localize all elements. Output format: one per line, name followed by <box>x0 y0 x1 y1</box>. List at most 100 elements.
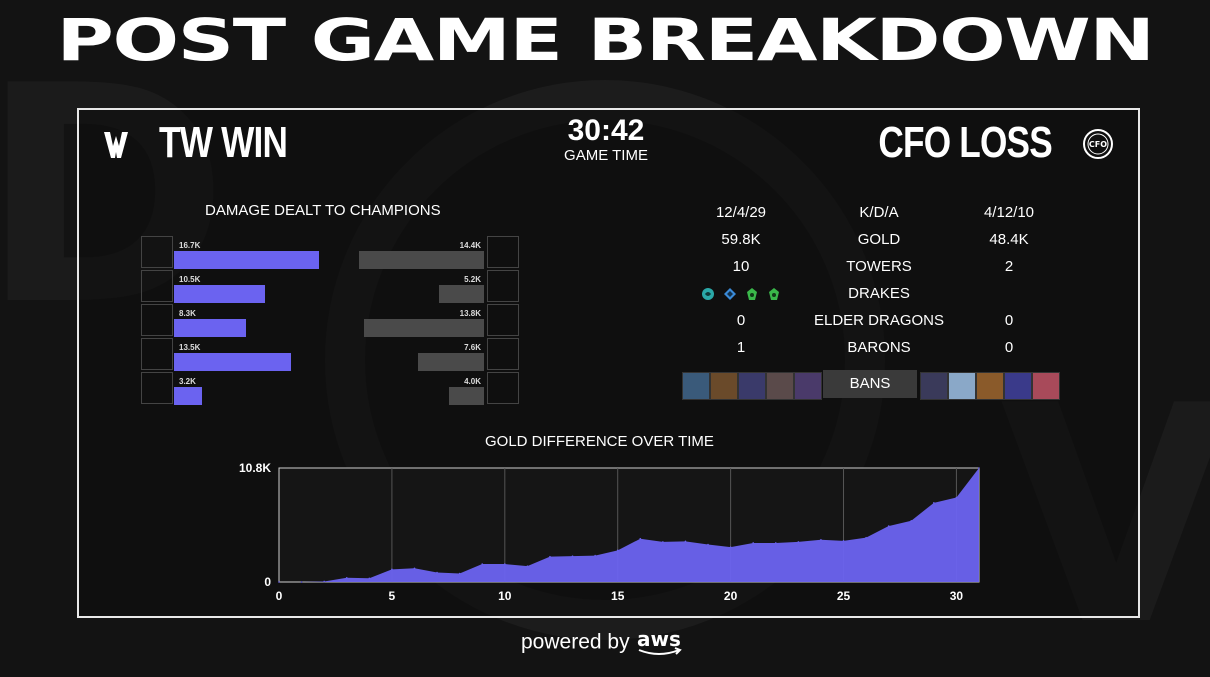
left-kda: 12/4/29 <box>715 204 767 221</box>
right-damage-bar-4 <box>418 353 484 371</box>
chemtech-drake-icon <box>747 288 758 301</box>
elder-label: ELDER DRAGONS <box>813 312 945 329</box>
gold-data-point <box>910 519 913 522</box>
left-team-result: TW WIN <box>159 118 288 167</box>
game-time: 30:42 GAME TIME <box>531 114 681 164</box>
gold-difference-chart: 0 5 10 15 20 25 30 0 10.8K <box>239 462 980 603</box>
game-time-label: GAME TIME <box>564 147 648 164</box>
x-tick-label: 10 <box>498 589 512 603</box>
gold-data-point <box>481 563 484 565</box>
right-champion-portrait-3 <box>487 304 519 336</box>
game-time-value: 30:42 <box>567 114 645 147</box>
x-tick-label: 30 <box>950 589 964 603</box>
x-tick-label: 20 <box>724 589 738 603</box>
gold-data-point <box>594 554 596 557</box>
towers-label: TOWERS <box>846 258 912 275</box>
gold-data-point <box>278 581 280 583</box>
right-damage-value-4: 7.6K <box>464 343 481 352</box>
right-champion-portrait-5 <box>487 372 519 404</box>
right-gold: 48.4K <box>989 231 1029 248</box>
right-ban-4 <box>1004 372 1032 400</box>
gold-data-point <box>933 502 935 504</box>
left-champion-portrait-5 <box>141 372 173 404</box>
gold-data-point <box>345 576 348 579</box>
barons-label: BARONS <box>847 339 911 356</box>
gold-data-point <box>707 543 709 546</box>
drakes-label: DRAKES <box>848 285 910 302</box>
gold-data-point <box>820 538 822 541</box>
left-elder: 0 <box>736 312 746 329</box>
right-damage-value-3: 13.8K <box>459 309 481 318</box>
gold-data-point <box>458 572 461 575</box>
left-ban-5 <box>794 372 822 400</box>
aws-logo-icon: aws <box>637 627 683 655</box>
left-damage-bar-4 <box>174 353 291 371</box>
gold-area-series <box>279 468 979 582</box>
right-ban-5 <box>1032 372 1060 400</box>
left-damage-bar-3 <box>174 319 246 337</box>
stats-row-gold: 59.8K GOLD 48.4K <box>679 231 1079 253</box>
gold-data-point <box>368 577 371 580</box>
right-damage-value-5: 4.0K <box>464 377 481 386</box>
gold-data-point <box>391 568 393 571</box>
gold-data-point <box>752 542 754 544</box>
powered-by: powered by aws <box>521 627 685 658</box>
left-champion-portrait-1 <box>141 236 173 268</box>
left-damage-value-1: 16.7K <box>179 241 201 250</box>
right-damage-value-1: 14.4K <box>459 241 481 250</box>
left-damage-bar-1 <box>174 251 319 269</box>
cloud-drake-icon <box>723 288 736 301</box>
right-ban-2 <box>948 372 976 400</box>
y-tick-label: 10.8K <box>239 462 271 475</box>
chemtech-drake-icon <box>769 288 780 301</box>
aws-logo-text: aws <box>637 628 681 651</box>
damage-title: DAMAGE DEALT TO CHAMPIONS <box>205 202 441 219</box>
y-tick-label: 0 <box>264 575 271 589</box>
x-tick-label: 5 <box>389 589 396 603</box>
breakdown-panel: TW WIN 30:42 GAME TIME CFO LOSS CFO DAMA… <box>77 108 1140 618</box>
left-ban-3 <box>738 372 766 400</box>
gold-data-point <box>887 525 890 527</box>
gold-data-point <box>571 555 574 557</box>
right-damage-bar-1 <box>359 251 484 269</box>
gold-data-point <box>549 555 551 558</box>
cfo-logo-icon: CFO <box>1083 129 1113 159</box>
gold-data-point <box>436 571 438 574</box>
gold-data-point <box>978 467 980 469</box>
stats-row-drakes: DRAKES <box>679 285 1079 307</box>
gold-data-point <box>729 546 732 548</box>
gold-data-point <box>300 581 303 583</box>
left-gold: 59.8K <box>721 231 761 248</box>
right-elder: 0 <box>1004 312 1014 329</box>
gold-data-point <box>865 536 867 539</box>
gold-data-point <box>413 567 416 570</box>
left-barons: 1 <box>736 339 746 356</box>
left-champion-portrait-2 <box>141 270 173 302</box>
x-tick-label: 15 <box>611 589 625 603</box>
right-ban-1 <box>920 372 948 400</box>
left-ban-2 <box>710 372 738 400</box>
right-champion-portrait-2 <box>487 270 519 302</box>
left-ban-4 <box>766 372 794 400</box>
right-damage-bar-2 <box>439 285 484 303</box>
kda-label: K/D/A <box>859 204 899 221</box>
gold-chart-title: GOLD DIFFERENCE OVER TIME <box>485 433 714 450</box>
x-tick-label: 25 <box>837 589 851 603</box>
stats-row-towers: 10 TOWERS 2 <box>679 258 1079 280</box>
bans-label: BANS <box>823 370 917 398</box>
right-ban-3 <box>976 372 1004 400</box>
left-drakes <box>679 285 803 302</box>
stats-row-elder: 0 ELDER DRAGONS 0 <box>679 312 1079 334</box>
right-damage-bar-3 <box>364 319 484 337</box>
right-barons: 0 <box>1004 339 1014 356</box>
gold-data-point <box>662 541 664 543</box>
right-kda: 4/12/10 <box>983 204 1035 221</box>
left-ban-1 <box>682 372 710 400</box>
right-towers: 2 <box>1004 258 1014 275</box>
tw-logo-icon <box>104 132 128 158</box>
left-towers: 10 <box>732 258 750 275</box>
left-damage-value-3: 8.3K <box>179 309 196 318</box>
gold-data-point <box>616 549 619 552</box>
left-damage-value-5: 3.2K <box>179 377 196 386</box>
page-title: POST GAME BREAKDOWN <box>56 6 1154 74</box>
